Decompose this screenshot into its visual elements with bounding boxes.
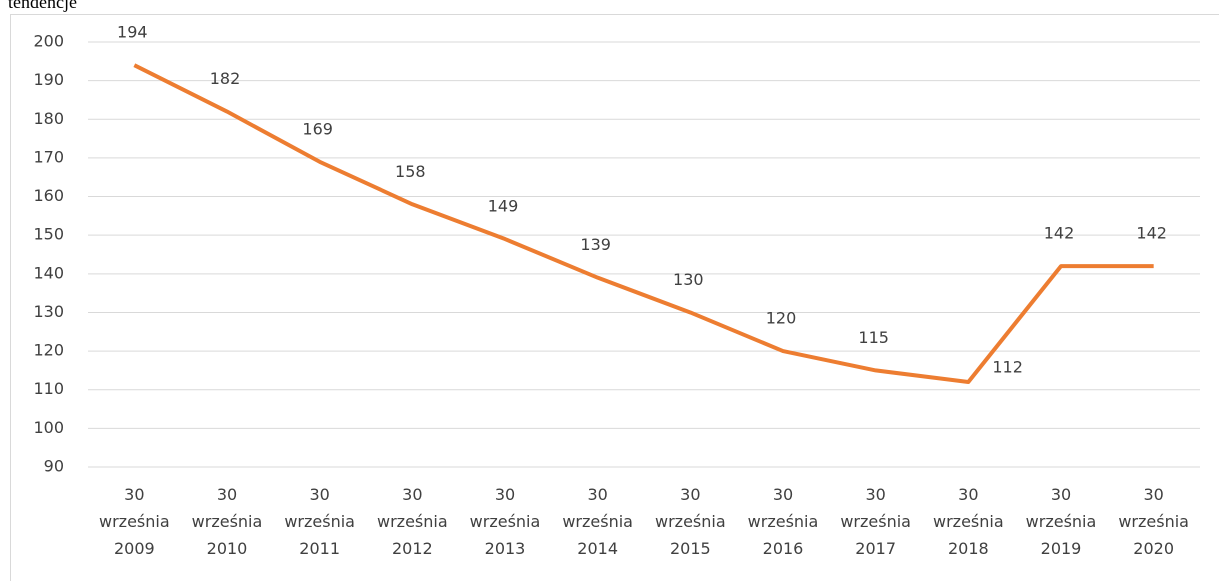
chart-border	[10, 14, 1219, 581]
x-tick-label: 30 września 2009	[99, 485, 170, 558]
x-tick-label: 30 września 2011	[284, 485, 355, 558]
data-label: 142	[1044, 224, 1075, 243]
y-tick-label: 170	[33, 147, 64, 166]
data-label: 194	[117, 23, 148, 42]
x-tick-label: 30 września 2020	[1118, 485, 1189, 558]
x-tick-label: 30 września 2019	[1026, 485, 1097, 558]
y-tick-label: 150	[33, 225, 64, 244]
y-tick-label: 90	[44, 457, 64, 476]
x-tick-label: 30 września 2012	[377, 485, 448, 558]
y-tick-label: 190	[33, 70, 64, 89]
y-tick-label: 120	[33, 341, 64, 360]
y-tick-label: 100	[33, 418, 64, 437]
y-tick-label: 180	[33, 109, 64, 128]
x-tick-label: 30 września 2014	[562, 485, 633, 558]
data-label: 149	[488, 197, 519, 216]
data-label: 169	[302, 119, 333, 138]
x-tick-label: 30 września 2018	[933, 485, 1004, 558]
data-label: 112	[992, 358, 1023, 377]
x-tick-label: 30 września 2017	[840, 485, 911, 558]
y-tick-label: 140	[33, 263, 64, 282]
data-label: 139	[580, 235, 611, 254]
line-series	[133, 63, 1154, 384]
data-label: 115	[858, 328, 889, 347]
data-label: 130	[673, 270, 704, 289]
y-tick-label: 160	[33, 186, 64, 205]
x-tick-label: 30 września 2015	[655, 485, 726, 558]
data-label: 182	[210, 69, 241, 88]
data-label: 158	[395, 162, 426, 181]
x-tick-label: 30 września 2013	[470, 485, 541, 558]
data-label: 142	[1136, 224, 1167, 243]
x-tick-label: 30 września 2016	[748, 485, 819, 558]
x-tick-label: 30 września 2010	[192, 485, 263, 558]
caption: tendencje	[8, 0, 77, 12]
data-label: 120	[766, 309, 797, 328]
y-tick-label: 130	[33, 302, 64, 321]
y-tick-label: 110	[33, 379, 64, 398]
y-tick-label: 200	[33, 32, 64, 51]
